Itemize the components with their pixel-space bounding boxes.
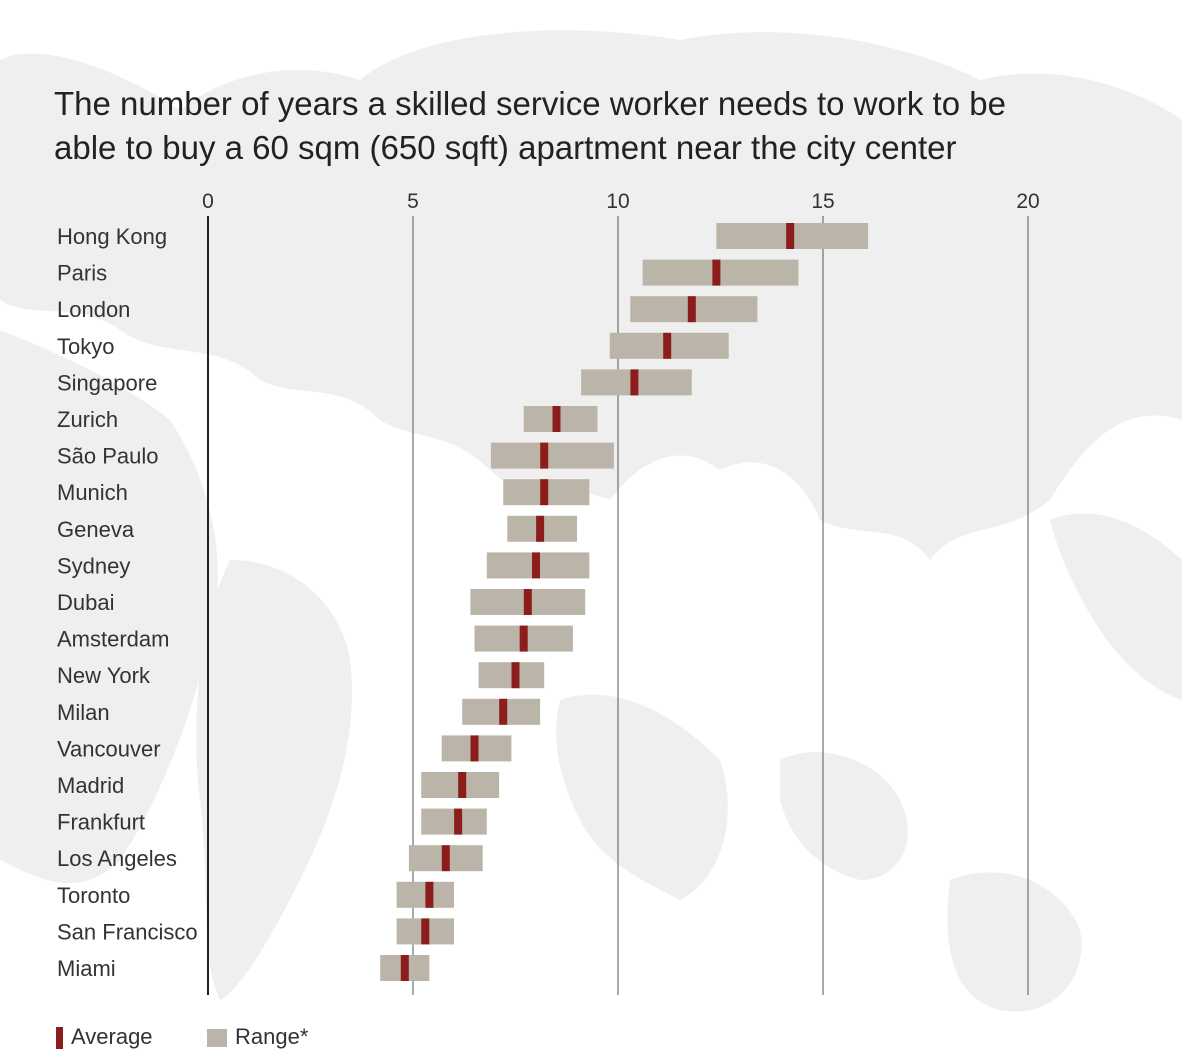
- average-marker: [421, 918, 430, 945]
- average-marker: [687, 296, 696, 323]
- average-marker: [552, 406, 561, 432]
- category-label: Milan: [57, 700, 110, 725]
- map-landmass-south: [196, 560, 352, 1000]
- average-marker: [519, 625, 528, 652]
- average-marker: [536, 515, 545, 542]
- category-label: Hong Kong: [57, 224, 167, 249]
- average-marker: [786, 223, 795, 249]
- average-marker: [532, 552, 540, 579]
- legend-swatch-average: [56, 1027, 63, 1050]
- category-label: Geneva: [57, 517, 135, 542]
- average-marker: [458, 772, 467, 798]
- x-tick-label: 10: [606, 190, 629, 213]
- category-label: London: [57, 297, 130, 322]
- category-label: Tokyo: [57, 334, 114, 359]
- category-label: Frankfurt: [57, 810, 145, 835]
- range-bar: [523, 406, 598, 432]
- category-label: Munich: [57, 480, 128, 505]
- range-bar: [490, 442, 614, 469]
- category-label: San Francisco: [57, 919, 198, 944]
- average-marker: [470, 735, 479, 762]
- average-marker: [540, 442, 549, 469]
- range-bar: [396, 881, 454, 908]
- category-label: Zurich: [57, 407, 118, 432]
- average-marker: [454, 808, 463, 835]
- x-tick-label: 15: [811, 190, 834, 213]
- legend-item-range: Range*: [207, 1024, 308, 1050]
- map-landmass-west: [0, 330, 218, 884]
- map-landmass-islands: [780, 752, 1082, 1012]
- category-label: Dubai: [57, 590, 114, 615]
- x-tick-label: 5: [407, 190, 419, 213]
- average-marker: [523, 589, 532, 615]
- range-bar: [642, 259, 799, 286]
- average-marker: [425, 881, 434, 908]
- category-label: Madrid: [57, 773, 124, 798]
- range-bar: [421, 808, 487, 835]
- chart-title-line-2: able to buy a 60 sqm (650 sqft) apartmen…: [54, 129, 957, 166]
- x-tick-label: 0: [202, 190, 214, 213]
- legend-label-average: Average: [71, 1024, 153, 1049]
- map-landmass-east-coast: [1050, 513, 1182, 700]
- category-label: Paris: [57, 261, 107, 286]
- legend-swatch-range: [207, 1029, 227, 1048]
- average-marker: [712, 259, 721, 286]
- average-marker: [630, 369, 639, 396]
- category-label: São Paulo: [57, 444, 159, 469]
- legend-item-average: Average: [56, 1024, 153, 1050]
- category-label: Amsterdam: [57, 627, 169, 652]
- category-label: Sydney: [57, 553, 130, 578]
- map-landmass-east: [556, 694, 728, 900]
- legend-label-range: Range*: [235, 1024, 309, 1049]
- map-landmass-north: [0, 30, 1182, 561]
- average-marker: [663, 332, 672, 359]
- chart-title-line-1: The number of years a skilled service wo…: [54, 85, 1006, 122]
- category-label: Toronto: [57, 883, 130, 908]
- category-label: New York: [57, 663, 151, 688]
- range-bar: [478, 662, 545, 689]
- category-label: Singapore: [57, 370, 157, 395]
- average-marker: [540, 479, 549, 506]
- average-marker: [499, 698, 508, 725]
- category-label: Miami: [57, 956, 116, 981]
- average-marker: [441, 845, 450, 872]
- category-label: Los Angeles: [57, 846, 177, 871]
- category-label: Vancouver: [57, 736, 161, 761]
- average-marker: [511, 662, 520, 689]
- average-marker: [400, 955, 409, 981]
- chart-title: The number of years a skilled service wo…: [54, 82, 1114, 170]
- x-tick-label: 20: [1016, 190, 1039, 213]
